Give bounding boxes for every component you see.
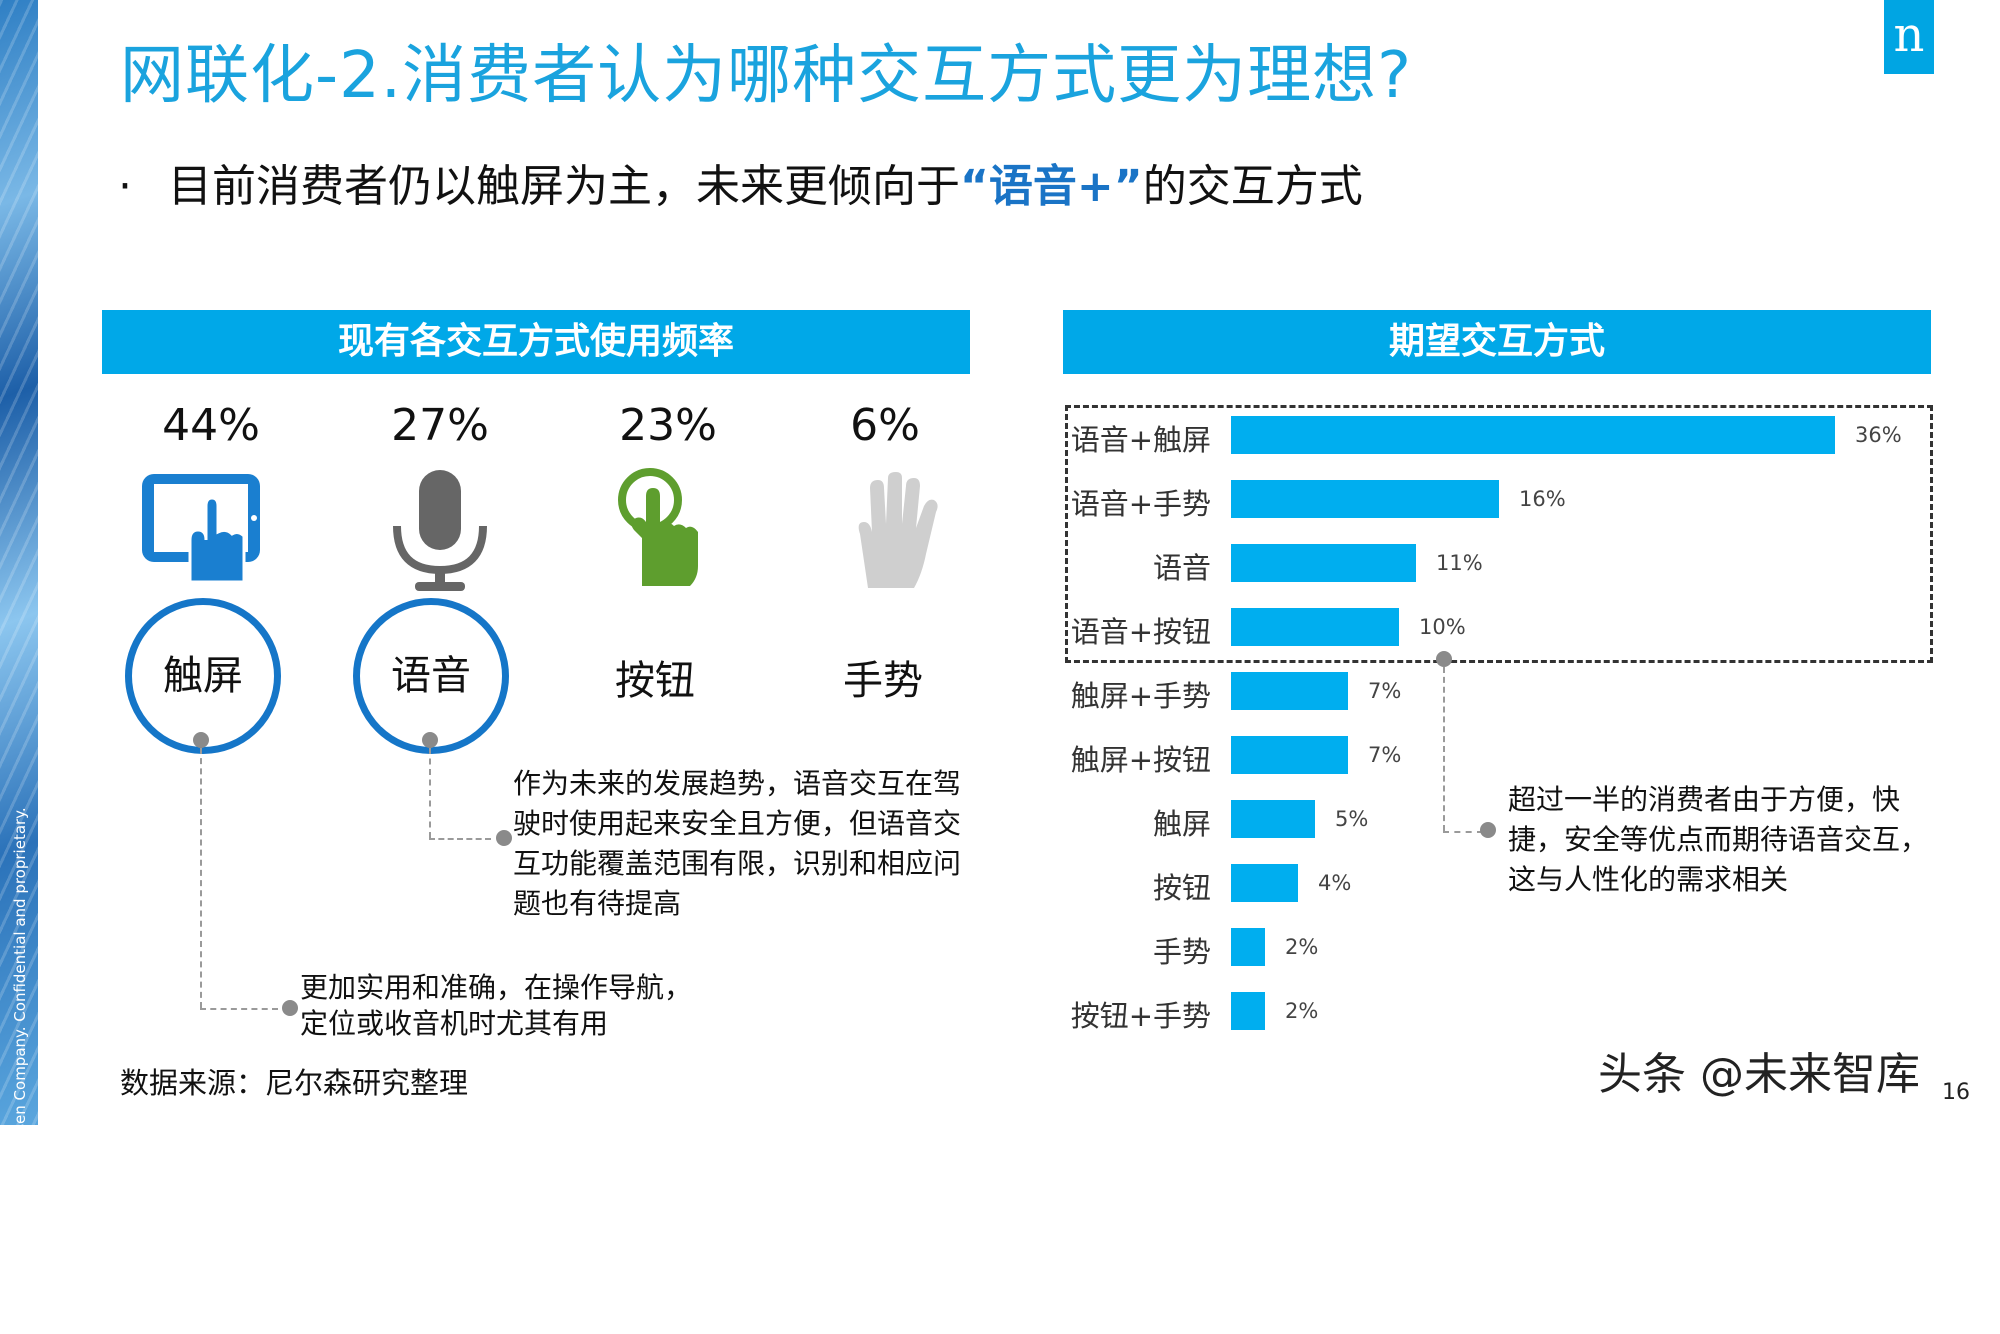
chart-title: 期望交互方式 bbox=[1063, 310, 1931, 374]
touch-connector-dot bbox=[193, 732, 209, 748]
gesture-percent: 6% bbox=[850, 400, 920, 451]
voice-connector-line bbox=[429, 748, 431, 838]
chart-connector-dot bbox=[1436, 651, 1452, 667]
hand-gesture-icon bbox=[858, 472, 938, 588]
voice-note-line: 驶时使用起来安全且方便，但语音交 bbox=[513, 807, 962, 840]
page-number: 16 bbox=[1942, 1080, 1970, 1105]
nielsen-logo: n bbox=[1884, 0, 1934, 74]
voice-combination-highlight-box bbox=[1065, 405, 1933, 663]
bar-value-label: 16% bbox=[1519, 487, 1566, 511]
chart-note: 超过一半的消费者由于方便，快 捷，安全等优点而期待语音交互， 这与人性化的需求相… bbox=[1508, 780, 1928, 900]
bullet-dot: · bbox=[118, 161, 132, 212]
bar-category-label: 触屏+按钮 bbox=[1070, 743, 1211, 777]
touch-note: 更加实用和准确，在操作导航， 定位或收音机时尤其有用 bbox=[300, 970, 692, 1042]
voice-note-line: 互功能覆盖范围有限，识别和相应问 bbox=[513, 847, 962, 880]
bar-value-label: 11% bbox=[1436, 551, 1483, 575]
button-press-icon bbox=[618, 468, 698, 586]
chart-note-dot bbox=[1480, 822, 1496, 838]
bar bbox=[1231, 800, 1315, 838]
bar-value-label: 36% bbox=[1855, 423, 1902, 447]
bar bbox=[1231, 992, 1265, 1030]
bar-category-label: 触屏 bbox=[1152, 807, 1211, 841]
side-strip-pattern bbox=[0, 0, 38, 1125]
watermark: 头条 @未来智库 bbox=[1598, 1049, 1920, 1100]
bar-category-label: 语音+手势 bbox=[1070, 487, 1211, 521]
bar-category-label: 按钮 bbox=[1152, 871, 1211, 905]
bar bbox=[1231, 608, 1399, 646]
bar bbox=[1231, 736, 1348, 774]
chart-note-line: 超过一半的消费者由于方便，快 bbox=[1508, 783, 1901, 816]
bar-value-label: 7% bbox=[1368, 679, 1402, 703]
left-panel-header: 现有各交互方式使用频率 bbox=[102, 310, 970, 374]
voice-note-line: 题也有待提高 bbox=[513, 887, 682, 920]
bar bbox=[1231, 928, 1265, 966]
chart-connector-line bbox=[1443, 667, 1445, 831]
bar-value-label: 4% bbox=[1318, 871, 1352, 895]
touch-note-line: 定位或收音机时尤其有用 bbox=[300, 1007, 609, 1040]
chart-note-line: 这与人性化的需求相关 bbox=[1508, 863, 1789, 896]
bar-value-label: 2% bbox=[1285, 999, 1319, 1023]
voice-note-line: 作为未来的发展趋势，语音交互在驾 bbox=[513, 767, 962, 800]
side-decoration-strip bbox=[0, 0, 38, 1125]
bar-category-label: 触屏+手势 bbox=[1070, 679, 1211, 713]
microphone-icon bbox=[393, 470, 487, 591]
bar-value-label: 5% bbox=[1335, 807, 1369, 831]
tablet-touch-icon bbox=[142, 474, 260, 582]
touch-connector-line bbox=[200, 748, 202, 1008]
bar bbox=[1231, 416, 1835, 454]
bar-value-label: 2% bbox=[1285, 935, 1319, 959]
bar-category-label: 语音 bbox=[1152, 551, 1211, 585]
page-title: 网联化-2.消费者认为哪种交互方式更为理想? bbox=[120, 39, 1413, 113]
chart-connector-line-h bbox=[1443, 831, 1483, 833]
voice-connector-line-h bbox=[429, 838, 491, 840]
bar-category-label: 语音+按钮 bbox=[1070, 615, 1211, 649]
bar-category-label: 按钮+手势 bbox=[1070, 999, 1211, 1033]
bar bbox=[1231, 544, 1416, 582]
data-source: 数据来源：尼尔森研究整理 bbox=[120, 1066, 469, 1100]
bar-value-label: 7% bbox=[1368, 743, 1402, 767]
voice-note-dot bbox=[496, 830, 512, 846]
chart-note-line: 捷，安全等优点而期待语音交互， bbox=[1508, 823, 1929, 856]
bar bbox=[1231, 864, 1298, 902]
voice-percent: 27% bbox=[391, 400, 489, 451]
gesture-label: 手势 bbox=[843, 658, 923, 704]
button-label: 按钮 bbox=[615, 658, 695, 704]
touch-note-line: 更加实用和准确，在操作导航， bbox=[300, 971, 693, 1004]
button-percent: 23% bbox=[619, 400, 717, 451]
touch-connector-line-h bbox=[200, 1008, 278, 1010]
bar-category-label: 语音+触屏 bbox=[1070, 423, 1211, 457]
touch-note-dot bbox=[282, 1000, 298, 1016]
touch-percent: 44% bbox=[162, 400, 260, 451]
bar-category-label: 手势 bbox=[1152, 935, 1211, 969]
touch-label: 触屏 bbox=[125, 598, 281, 754]
bullet-text-post: 的交互方式 bbox=[1142, 161, 1363, 212]
summary-bullet: · 目前消费者仍以触屏为主，未来更倾向于“语音+”的交互方式 bbox=[118, 150, 1363, 214]
bar bbox=[1231, 672, 1348, 710]
voice-note: 作为未来的发展趋势，语音交互在驾 驶时使用起来安全且方便，但语音交 互功能覆盖范… bbox=[513, 764, 961, 924]
copyright-text: Copyright © 2019 The Nielsen Company. Co… bbox=[11, 807, 29, 1334]
voice-label: 语音 bbox=[353, 598, 509, 754]
bullet-text-pre: 目前消费者仍以触屏为主，未来更倾向于 bbox=[168, 161, 960, 212]
bullet-highlight: “语音+” bbox=[960, 161, 1143, 212]
bar bbox=[1231, 480, 1499, 518]
bar-value-label: 10% bbox=[1419, 615, 1466, 639]
voice-connector-dot bbox=[422, 732, 438, 748]
